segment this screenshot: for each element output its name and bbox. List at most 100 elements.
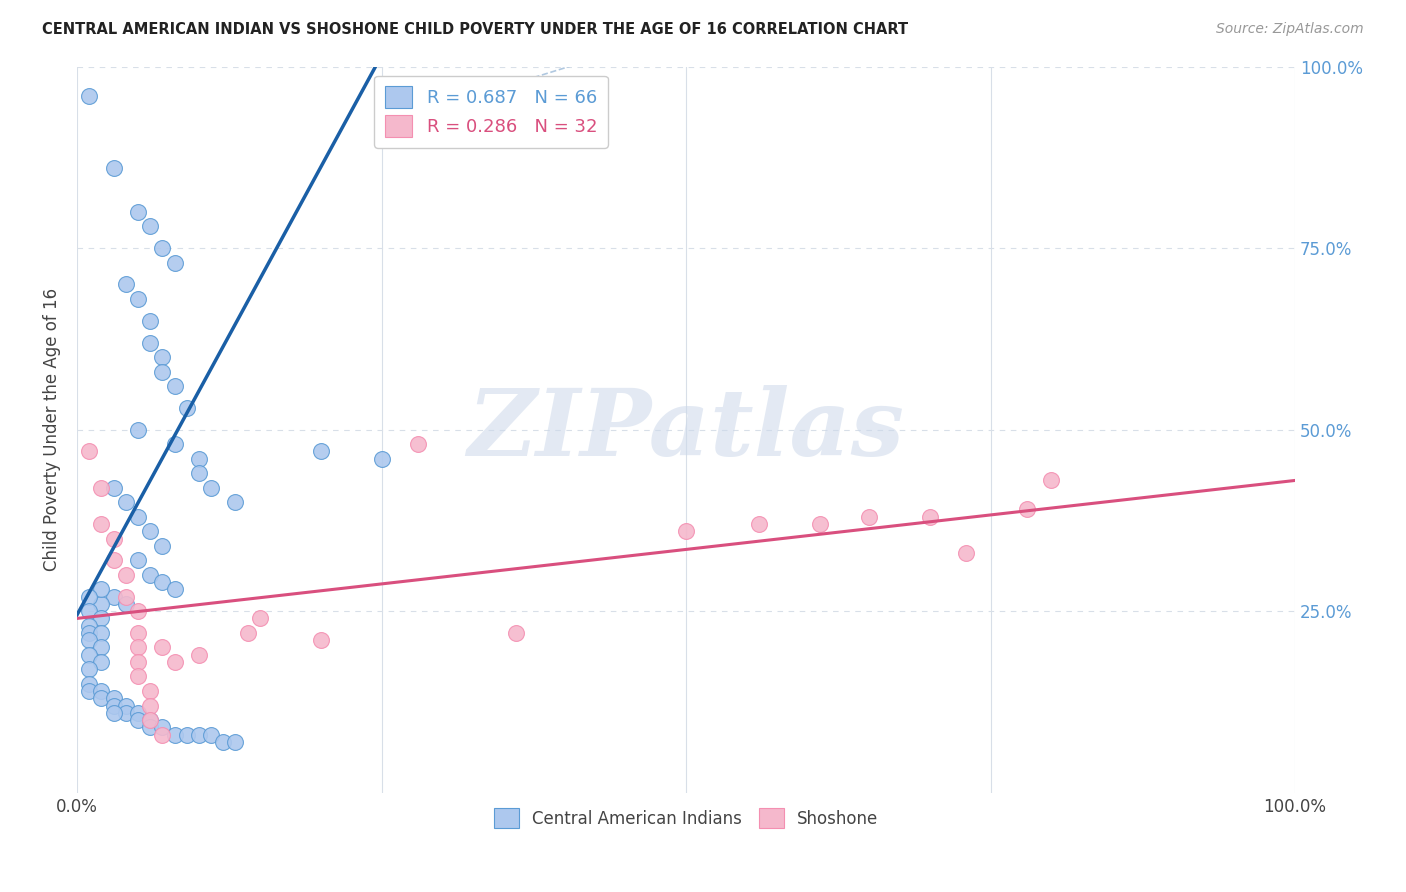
Point <box>103 553 125 567</box>
Point <box>127 669 149 683</box>
Point <box>90 611 112 625</box>
Point <box>114 706 136 720</box>
Point <box>858 509 880 524</box>
Y-axis label: Child Poverty Under the Age of 16: Child Poverty Under the Age of 16 <box>44 288 60 571</box>
Point <box>127 655 149 669</box>
Point <box>955 546 977 560</box>
Point <box>90 640 112 655</box>
Point <box>77 604 100 618</box>
Point <box>77 590 100 604</box>
Text: Source: ZipAtlas.com: Source: ZipAtlas.com <box>1216 22 1364 37</box>
Point <box>90 582 112 597</box>
Legend: Central American Indians, Shoshone: Central American Indians, Shoshone <box>486 802 884 835</box>
Point <box>139 335 162 350</box>
Point <box>114 597 136 611</box>
Point <box>224 735 246 749</box>
Point <box>1040 474 1063 488</box>
Point <box>77 88 100 103</box>
Point <box>309 633 332 648</box>
Point <box>127 292 149 306</box>
Point <box>127 713 149 727</box>
Point <box>505 626 527 640</box>
Point <box>127 706 149 720</box>
Point <box>127 553 149 567</box>
Point <box>90 691 112 706</box>
Point <box>163 437 186 451</box>
Point <box>139 720 162 734</box>
Point <box>103 691 125 706</box>
Point <box>139 524 162 539</box>
Point <box>114 698 136 713</box>
Point <box>127 509 149 524</box>
Point <box>103 590 125 604</box>
Point <box>77 684 100 698</box>
Point <box>77 444 100 458</box>
Point <box>212 735 235 749</box>
Point <box>150 350 173 364</box>
Point <box>103 481 125 495</box>
Point <box>90 626 112 640</box>
Point <box>200 481 222 495</box>
Point <box>139 713 162 727</box>
Point <box>163 255 186 269</box>
Point <box>918 509 941 524</box>
Point <box>127 423 149 437</box>
Point <box>90 684 112 698</box>
Point <box>77 648 100 662</box>
Point <box>163 582 186 597</box>
Point <box>150 720 173 734</box>
Point <box>406 437 429 451</box>
Point <box>1015 502 1038 516</box>
Point <box>163 728 186 742</box>
Point <box>139 219 162 234</box>
Point <box>114 495 136 509</box>
Point <box>224 495 246 509</box>
Point <box>103 706 125 720</box>
Point <box>370 451 392 466</box>
Point <box>150 728 173 742</box>
Point <box>127 604 149 618</box>
Point <box>150 575 173 590</box>
Point <box>77 677 100 691</box>
Point <box>675 524 697 539</box>
Point <box>150 241 173 255</box>
Point <box>150 640 173 655</box>
Point <box>150 539 173 553</box>
Point <box>200 728 222 742</box>
Point <box>114 567 136 582</box>
Point <box>187 466 209 480</box>
Point <box>90 516 112 531</box>
Point <box>90 481 112 495</box>
Point <box>187 451 209 466</box>
Point <box>127 626 149 640</box>
Point <box>77 618 100 632</box>
Point <box>139 314 162 328</box>
Text: ZIPatlas: ZIPatlas <box>468 384 904 475</box>
Point <box>90 597 112 611</box>
Point <box>748 516 770 531</box>
Point <box>103 161 125 176</box>
Point <box>176 401 198 415</box>
Point <box>309 444 332 458</box>
Point <box>249 611 271 625</box>
Point <box>163 379 186 393</box>
Point <box>114 590 136 604</box>
Point <box>187 728 209 742</box>
Point <box>236 626 259 640</box>
Point <box>127 204 149 219</box>
Point <box>176 728 198 742</box>
Text: CENTRAL AMERICAN INDIAN VS SHOSHONE CHILD POVERTY UNDER THE AGE OF 16 CORRELATIO: CENTRAL AMERICAN INDIAN VS SHOSHONE CHIL… <box>42 22 908 37</box>
Point <box>187 648 209 662</box>
Point <box>90 655 112 669</box>
Point <box>103 532 125 546</box>
Point <box>139 713 162 727</box>
Point <box>139 567 162 582</box>
Point <box>139 698 162 713</box>
Point <box>77 633 100 648</box>
Point <box>139 684 162 698</box>
Point <box>163 655 186 669</box>
Point <box>103 698 125 713</box>
Point <box>127 640 149 655</box>
Point <box>114 277 136 292</box>
Point <box>77 626 100 640</box>
